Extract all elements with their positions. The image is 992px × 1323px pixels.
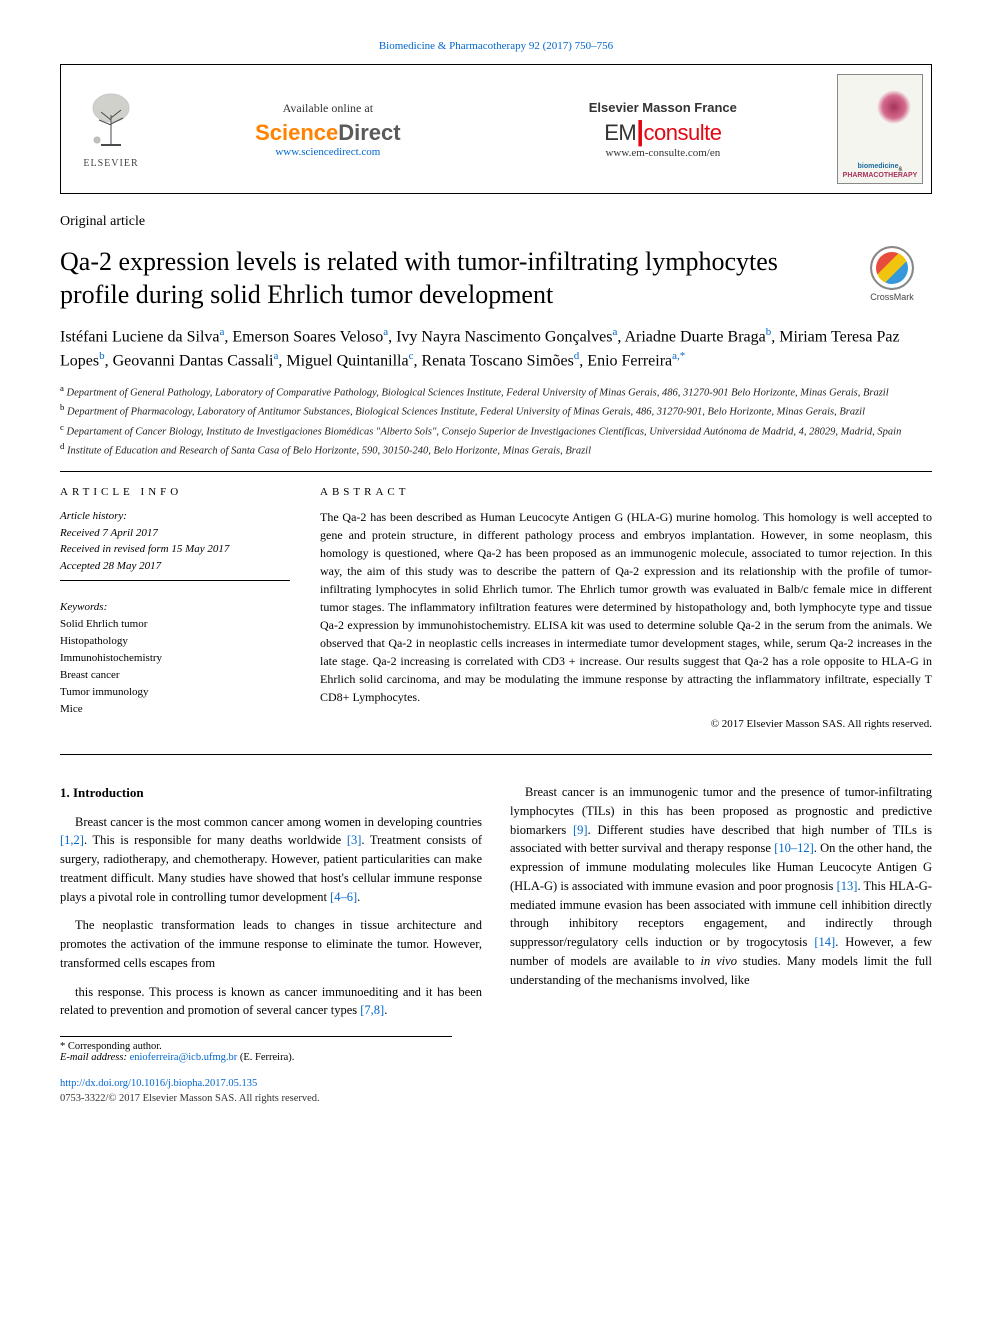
doi-link[interactable]: http://dx.doi.org/10.1016/j.biopha.2017.…	[60, 1077, 932, 1092]
article-body: 1. Introduction Breast cancer is the mos…	[60, 783, 932, 1020]
abstract-heading: ABSTRACT	[320, 486, 932, 498]
cover-thumbnail-icon: biomedicine& PHARMACOTHERAPY	[837, 74, 923, 184]
journal-header: ELSEVIER Available online at ScienceDire…	[60, 64, 932, 194]
sciencedirect-logo[interactable]: ScienceDirect	[255, 120, 401, 146]
em-consulte-block: Elsevier Masson France EM|consulte www.e…	[589, 100, 737, 159]
journal-reference: Biomedicine & Pharmacotherapy 92 (2017) …	[60, 40, 932, 52]
body-paragraph: this response. This process is known as …	[60, 983, 482, 1021]
corresponding-author: * Corresponding author. E-mail address: …	[60, 1036, 452, 1063]
abstract-copyright: © 2017 Elsevier Masson SAS. All rights r…	[320, 718, 932, 730]
body-paragraph: Breast cancer is the most common cancer …	[60, 813, 482, 907]
sciencedirect-block: Available online at ScienceDirect www.sc…	[255, 101, 401, 158]
crossmark-icon	[870, 246, 914, 290]
article-info-heading: ARTICLE INFO	[60, 486, 290, 498]
elsevier-tree-icon	[81, 90, 141, 158]
article-title: Qa-2 expression levels is related with t…	[60, 246, 832, 311]
affiliations: a Department of General Pathology, Labor…	[60, 382, 932, 459]
journal-cover: biomedicine& PHARMACOTHERAPY	[831, 68, 931, 190]
article-history: Article history: Received 7 April 2017 R…	[60, 508, 290, 581]
page-footer: http://dx.doi.org/10.1016/j.biopha.2017.…	[60, 1077, 932, 1106]
body-paragraph: Breast cancer is an immunogenic tumor an…	[510, 783, 932, 989]
body-paragraph: The neoplastic transformation leads to c…	[60, 916, 482, 972]
sciencedirect-url[interactable]: www.sciencedirect.com	[255, 146, 401, 158]
em-consulte-url[interactable]: www.em-consulte.com/en	[589, 147, 737, 159]
article-type: Original article	[60, 214, 932, 230]
section-heading-introduction: 1. Introduction	[60, 783, 482, 803]
elsevier-text: ELSEVIER	[69, 158, 153, 169]
crossmark-badge[interactable]: CrossMark	[852, 246, 932, 302]
author-list: Istéfani Luciene da Silvaa, Emerson Soar…	[60, 325, 932, 372]
corresponding-email[interactable]: enioferreira@icb.ufmg.br	[130, 1052, 238, 1063]
elsevier-masson-text: Elsevier Masson France	[589, 100, 737, 115]
abstract-text: The Qa-2 has been described as Human Leu…	[320, 508, 932, 706]
em-consulte-logo[interactable]: EM|consulte	[589, 115, 737, 147]
elsevier-logo: ELSEVIER	[61, 82, 161, 177]
keywords-block: Keywords: Solid Ehrlich tumor Histopatho…	[60, 599, 290, 718]
available-online-text: Available online at	[255, 101, 401, 116]
